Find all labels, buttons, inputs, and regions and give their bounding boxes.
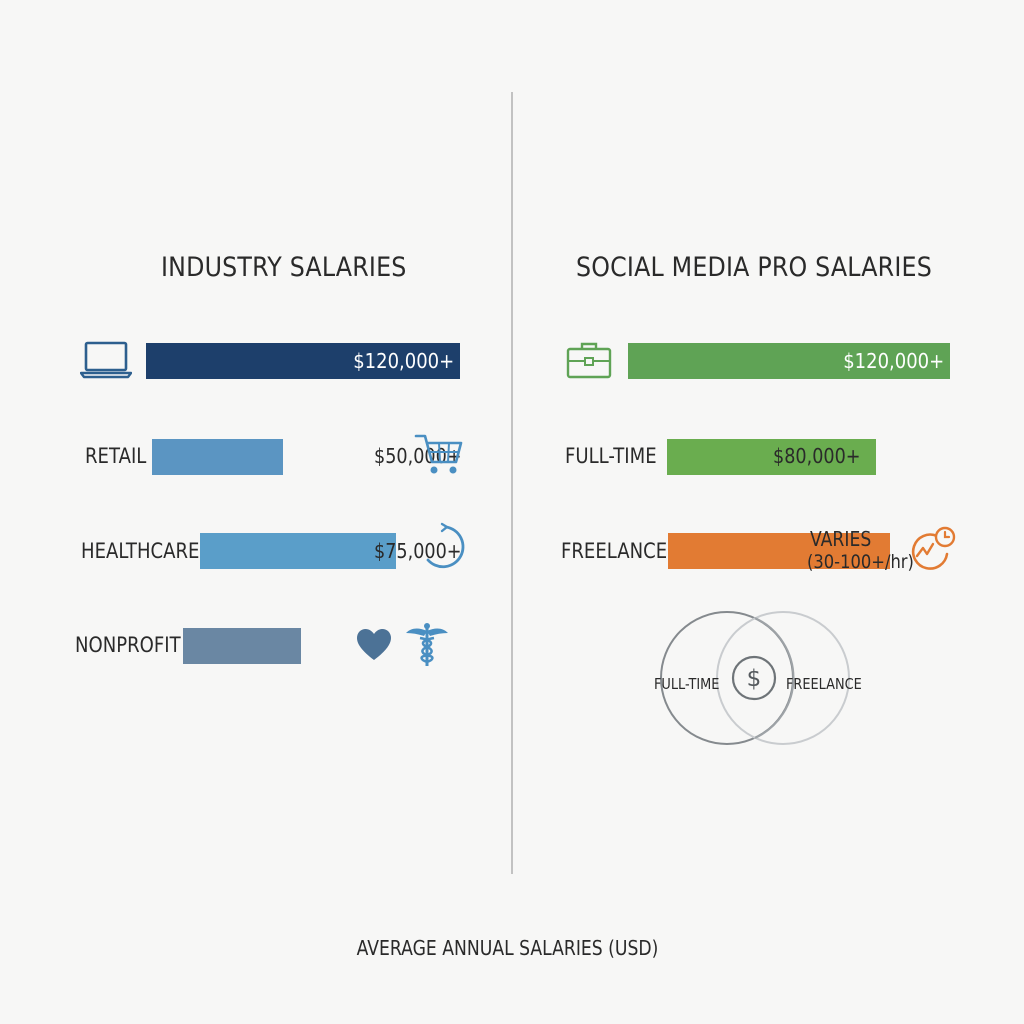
venn-diagram: $: [660, 611, 850, 745]
nonprofit-bar: [183, 628, 301, 664]
footer-caption: AVERAGE ANNUAL SALARIES (USD): [356, 936, 659, 960]
freelance-label: FREELANCE: [561, 539, 668, 563]
venn-label-freelance: FREELANCE: [786, 675, 862, 693]
social-bar-top-value: $120,000+: [843, 349, 944, 373]
freelance-note-varies: VARIES: [810, 527, 872, 551]
full-time-value: $80,000+: [773, 444, 861, 468]
venn-label-full-time: FULL-TIME: [654, 675, 720, 693]
retail-bar: [152, 439, 283, 475]
full-time-bar: [667, 439, 876, 475]
progress-circle-icon: [426, 522, 465, 569]
industry-title: INDUSTRY SALARIES: [161, 252, 407, 283]
healthcare-bar: [200, 533, 396, 569]
venn-circle-freelance: [716, 611, 850, 745]
dollar-symbol: $: [747, 666, 762, 692]
retail-label: RETAIL: [85, 444, 147, 468]
briefcase-icon: [566, 342, 612, 379]
nonprofit-label: NONPROFIT: [75, 633, 181, 657]
clock-chart-icon: [911, 526, 956, 570]
heart-icon: [357, 629, 391, 660]
industry-bar-top: $120,000+: [146, 343, 460, 379]
social-media-title: SOCIAL MEDIA PRO SALARIES: [576, 252, 932, 283]
center-divider: [511, 92, 513, 874]
laptop-icon: [80, 341, 132, 379]
dollar-icon: [731, 655, 777, 701]
freelance-note-rate: (30-100+/hr): [807, 551, 914, 573]
caduceus-icon: [406, 623, 448, 666]
social-bar-top: $120,000+: [628, 343, 950, 379]
retail-value: $50,000+: [374, 444, 462, 468]
shopping-cart-icon: [414, 434, 463, 474]
full-time-label: FULL-TIME: [565, 444, 657, 468]
healthcare-value: $75,000+: [374, 539, 462, 563]
freelance-bar: [668, 533, 890, 569]
industry-bar-top-value: $120,000+: [353, 349, 454, 373]
healthcare-label: HEALTHCARE: [81, 539, 200, 563]
